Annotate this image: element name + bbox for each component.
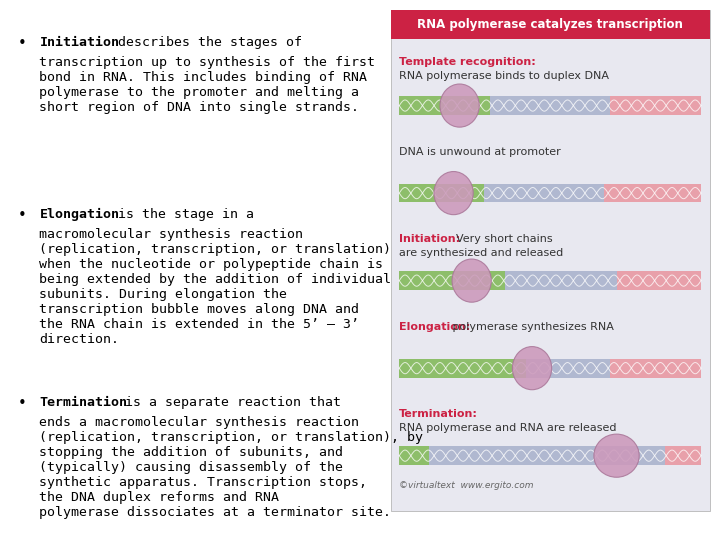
Text: are synthesized and released: are synthesized and released xyxy=(400,248,564,258)
Text: polymerase synthesizes RNA: polymerase synthesizes RNA xyxy=(449,322,614,332)
FancyBboxPatch shape xyxy=(616,271,701,290)
Text: Template recognition:: Template recognition: xyxy=(400,57,536,68)
FancyBboxPatch shape xyxy=(484,184,605,202)
Text: Elongation: Elongation xyxy=(40,208,120,221)
Text: RNA polymerase binds to duplex DNA: RNA polymerase binds to duplex DNA xyxy=(400,71,609,81)
FancyBboxPatch shape xyxy=(526,359,611,377)
Text: ©virtualtext  www.ergito.com: ©virtualtext www.ergito.com xyxy=(400,481,534,490)
Text: is a separate reaction that: is a separate reaction that xyxy=(117,396,341,409)
Text: Termination:: Termination: xyxy=(400,409,478,419)
Text: is the stage in a: is the stage in a xyxy=(109,208,253,221)
FancyBboxPatch shape xyxy=(611,96,701,115)
FancyBboxPatch shape xyxy=(400,96,490,115)
Text: RNA polymerase catalyzes transcription: RNA polymerase catalyzes transcription xyxy=(417,18,683,31)
FancyBboxPatch shape xyxy=(505,271,616,290)
Text: macromolecular synthesis reaction
(replication, transcription, or translation)
w: macromolecular synthesis reaction (repli… xyxy=(40,228,392,346)
FancyBboxPatch shape xyxy=(391,10,710,511)
Ellipse shape xyxy=(440,84,480,127)
FancyBboxPatch shape xyxy=(665,446,701,465)
FancyBboxPatch shape xyxy=(391,10,710,39)
FancyBboxPatch shape xyxy=(400,446,429,465)
Text: describes the stages of: describes the stages of xyxy=(109,37,302,50)
FancyBboxPatch shape xyxy=(429,446,665,465)
Text: transcription up to synthesis of the first
bond in RNA. This includes binding of: transcription up to synthesis of the fir… xyxy=(40,56,375,114)
Ellipse shape xyxy=(594,434,639,477)
FancyBboxPatch shape xyxy=(400,271,505,290)
Text: Initiation:: Initiation: xyxy=(400,234,460,244)
FancyBboxPatch shape xyxy=(605,184,701,202)
FancyBboxPatch shape xyxy=(490,96,611,115)
Ellipse shape xyxy=(434,172,473,215)
FancyBboxPatch shape xyxy=(400,184,484,202)
Text: Termination: Termination xyxy=(40,396,127,409)
Text: ends a macromolecular synthesis reaction
(replication, transcription, or transla: ends a macromolecular synthesis reaction… xyxy=(40,416,423,519)
Text: Elongation:: Elongation: xyxy=(400,322,470,332)
Ellipse shape xyxy=(513,347,552,390)
Text: RNA polymerase and RNA are released: RNA polymerase and RNA are released xyxy=(400,423,617,433)
Text: Very short chains: Very short chains xyxy=(449,234,552,244)
Text: Initiation: Initiation xyxy=(40,37,120,50)
FancyBboxPatch shape xyxy=(400,359,526,377)
Text: DNA is unwound at promoter: DNA is unwound at promoter xyxy=(400,147,561,157)
Text: •: • xyxy=(18,396,27,411)
Ellipse shape xyxy=(452,259,491,302)
Text: •: • xyxy=(18,208,27,224)
Text: •: • xyxy=(18,37,27,51)
FancyBboxPatch shape xyxy=(611,359,701,377)
